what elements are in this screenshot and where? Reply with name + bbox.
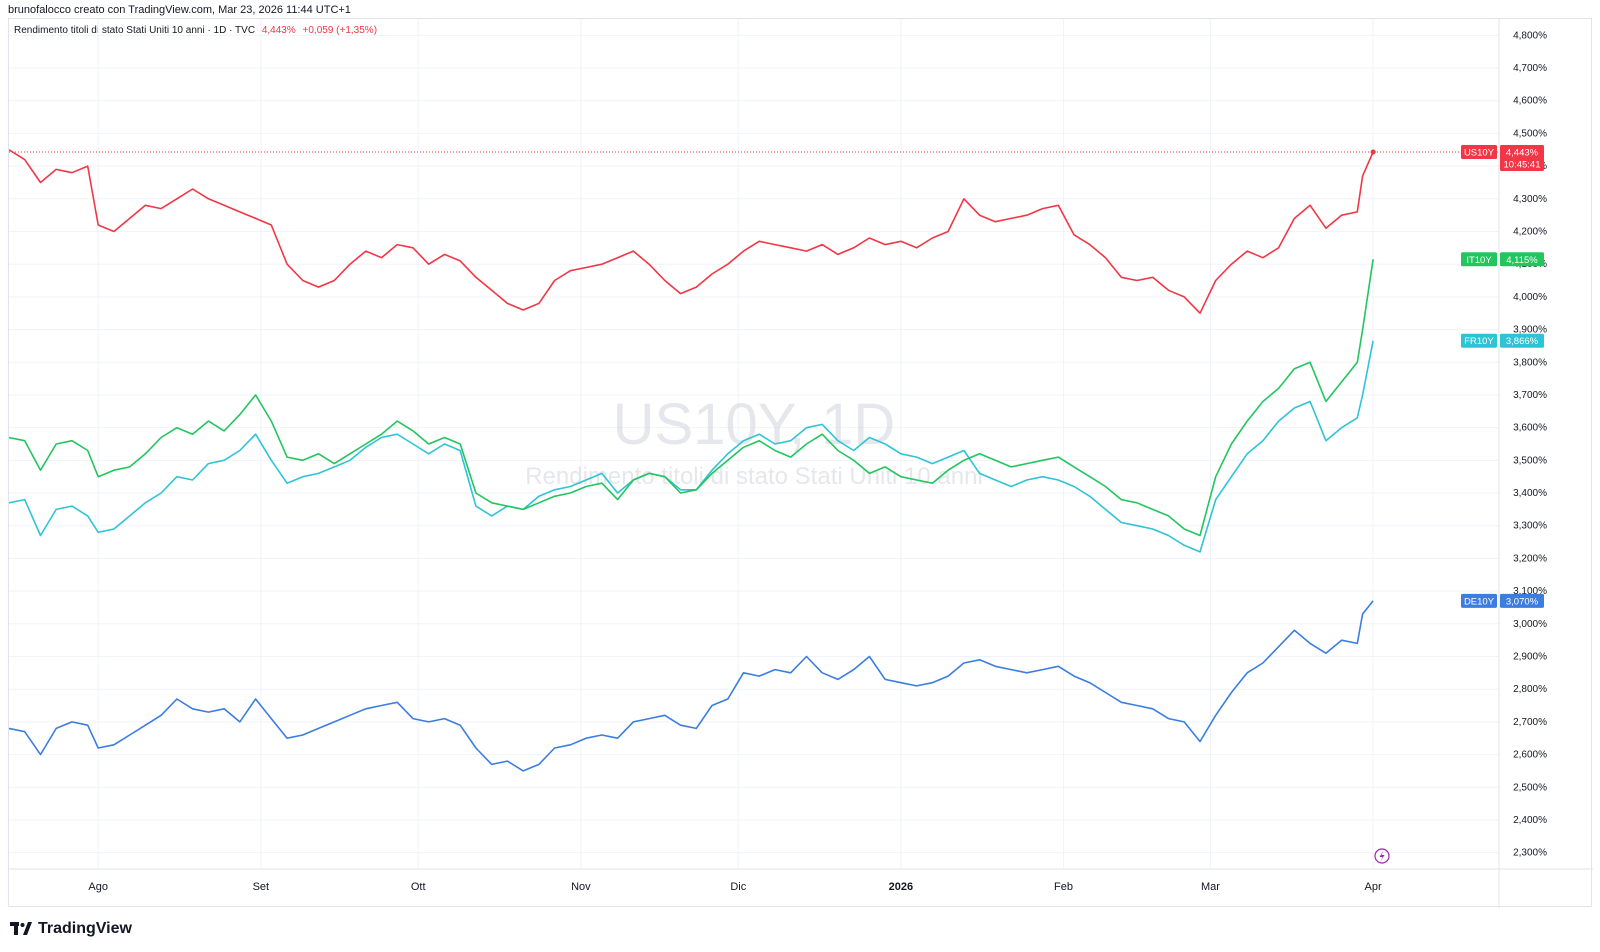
y-tick-label: 3,000% <box>1513 619 1547 630</box>
y-tick-label: 4,300% <box>1513 194 1547 205</box>
series-value: 3,866% <box>1506 336 1539 347</box>
series-value: 4,443% <box>1506 148 1539 159</box>
series-value-bg <box>1500 593 1544 608</box>
y-tick-label: 3,900% <box>1513 325 1547 336</box>
x-tick-label: 2026 <box>889 881 913 893</box>
symbol-name: Rendimento titoli di stato Stati Uniti 1… <box>14 25 256 36</box>
chart-pane[interactable]: 4,800%4,700%4,600%4,500%4,400%4,300%4,20… <box>8 18 1593 908</box>
y-tick-label: 3,800% <box>1513 357 1547 368</box>
brand-name: TradingView <box>38 920 132 937</box>
symbol-legend[interactable]: Rendimento titoli di stato Stati Uniti 1… <box>14 25 377 36</box>
last-point-dot <box>1370 149 1376 155</box>
series-tag: FR10Y <box>1464 336 1494 347</box>
x-tick-label: Mar <box>1201 881 1220 893</box>
y-tick-label: 2,300% <box>1513 848 1547 859</box>
brand-logo[interactable]: TradingView <box>10 920 132 938</box>
series-tag: IT10Y <box>1466 255 1492 266</box>
price-label-fr10y[interactable]: FR10Y 3,866% <box>1461 333 1544 348</box>
series-value-bg <box>1500 252 1544 267</box>
y-tick-label: 3,200% <box>1513 553 1547 564</box>
watermark-symbol: US10Y, 1D <box>613 392 896 457</box>
x-tick-label: Feb <box>1054 881 1073 893</box>
y-tick-label: 3,100% <box>1513 586 1547 597</box>
tradingview-logo-icon <box>10 922 32 935</box>
series-line-it10y[interactable] <box>9 259 1374 537</box>
y-tick-label: 3,500% <box>1513 455 1547 466</box>
series-line-us10y[interactable] <box>9 149 1374 314</box>
y-tick-label: 3,400% <box>1513 488 1547 499</box>
watermark-description: Rendimento titoli di stato Stati Uniti 1… <box>525 463 983 490</box>
lightning-icon-ring[interactable] <box>1374 848 1390 864</box>
x-tick-label: Set <box>253 881 270 893</box>
x-tick-label: Nov <box>571 881 591 893</box>
y-tick-label: 4,200% <box>1513 227 1547 238</box>
x-tick-label: Ago <box>88 881 108 893</box>
y-tick-label: 4,500% <box>1513 128 1547 139</box>
series-tag-bg <box>1461 145 1497 160</box>
x-tick-label: Apr <box>1365 881 1382 893</box>
series-countdown: 10:45:41 <box>1504 160 1541 171</box>
lightning-icon[interactable] <box>1379 850 1385 862</box>
series-tag-bg <box>1461 252 1497 267</box>
series-tag: US10Y <box>1464 148 1495 159</box>
y-tick-label: 2,700% <box>1513 717 1547 728</box>
y-tick-label: 2,800% <box>1513 684 1547 695</box>
series-tag-bg <box>1461 593 1497 608</box>
y-tick-label: 3,700% <box>1513 390 1547 401</box>
y-tick-label: 3,600% <box>1513 423 1547 434</box>
x-tick-label: Ott <box>411 881 426 893</box>
y-tick-label: 4,700% <box>1513 63 1547 74</box>
price-label-it10y[interactable]: IT10Y 4,115% <box>1461 252 1544 267</box>
y-tick-label: 2,900% <box>1513 652 1547 663</box>
symbol-last-value: 4,443% <box>261 25 296 36</box>
price-label-us10y[interactable]: US10Y 4,443%10:45:41 <box>1461 145 1544 172</box>
chart-credit: brunofalocco creato con TradingView.com,… <box>8 4 351 16</box>
price-chart[interactable]: 4,800%4,700%4,600%4,500%4,400%4,300%4,20… <box>9 19 1593 908</box>
y-tick-label: 4,000% <box>1513 292 1547 303</box>
y-tick-label: 2,500% <box>1513 782 1547 793</box>
series-tag-bg <box>1461 333 1497 348</box>
y-tick-label: 4,800% <box>1513 30 1547 41</box>
y-tick-label: 3,300% <box>1513 521 1547 532</box>
y-tick-label: 2,400% <box>1513 815 1547 826</box>
x-tick-label: Dic <box>730 881 746 893</box>
series-value-bg <box>1500 333 1544 348</box>
series-line-de10y[interactable] <box>9 600 1374 772</box>
series-value-bg <box>1500 145 1544 172</box>
series-tag: DE10Y <box>1464 596 1495 607</box>
y-tick-label: 2,600% <box>1513 750 1547 761</box>
series-value: 4,115% <box>1506 255 1538 266</box>
price-label-de10y[interactable]: DE10Y 3,070% <box>1461 593 1544 608</box>
symbol-change: +0,059 (+1,35%) <box>302 25 378 36</box>
series-value: 3,070% <box>1506 596 1539 607</box>
y-tick-label: 4,600% <box>1513 96 1547 107</box>
